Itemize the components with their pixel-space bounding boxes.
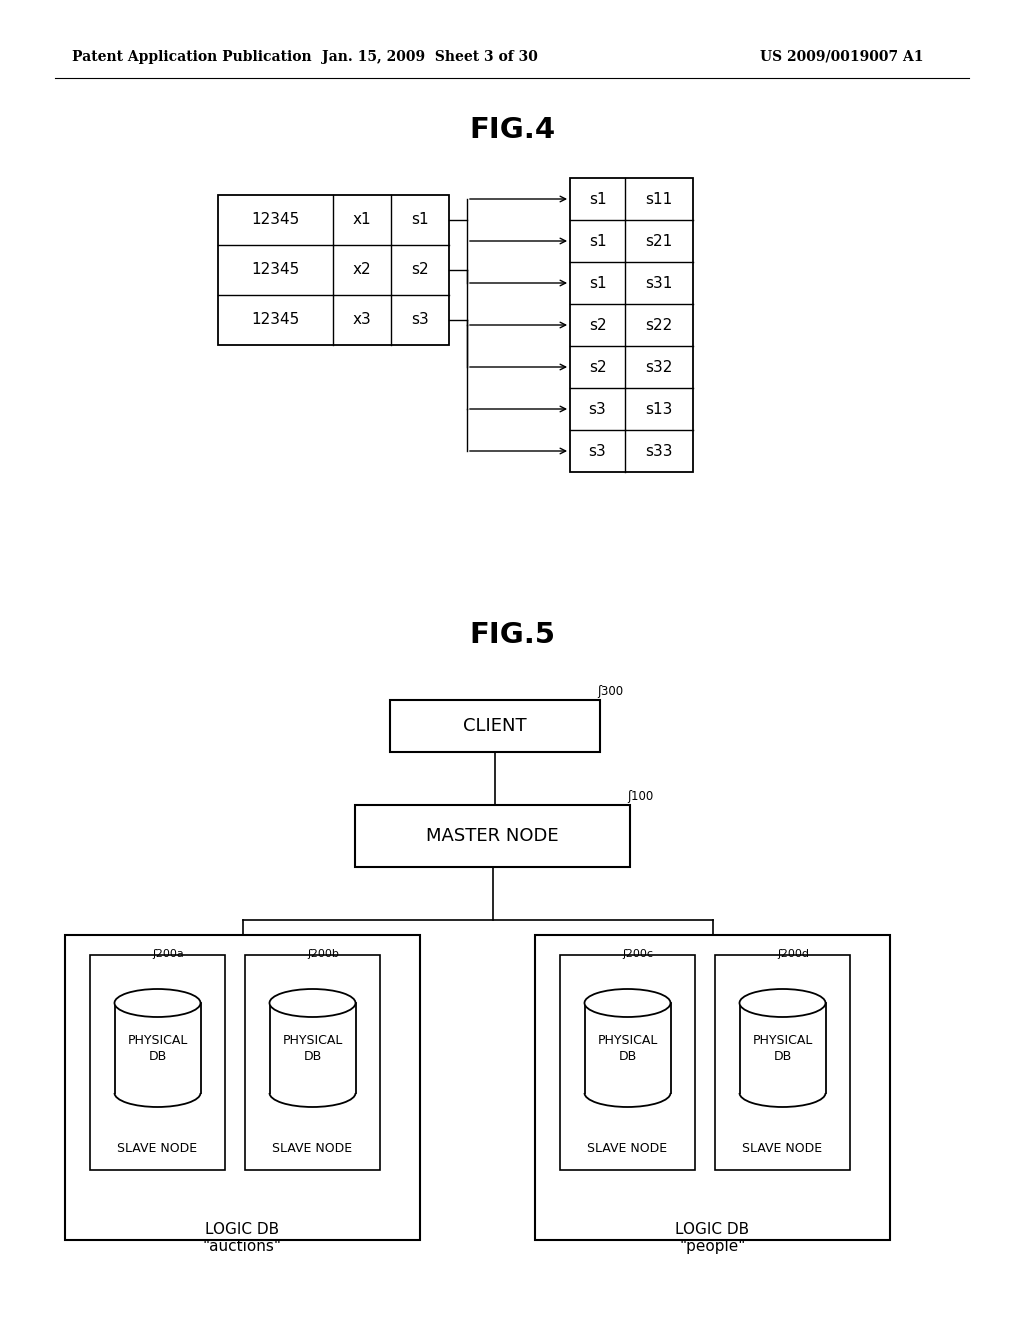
Text: s1: s1 — [589, 276, 606, 290]
Text: FIG.4: FIG.4 — [469, 116, 555, 144]
Text: s31: s31 — [645, 276, 673, 290]
Ellipse shape — [585, 989, 671, 1016]
Text: s22: s22 — [645, 318, 673, 333]
Bar — [65, 935, 420, 1239]
Text: PHYSICAL
DB: PHYSICAL DB — [753, 1034, 813, 1063]
Text: x2: x2 — [352, 263, 372, 277]
Text: LOGIC DB
"people": LOGIC DB "people" — [676, 1222, 750, 1254]
Polygon shape — [585, 1003, 671, 1093]
Text: CLIENT: CLIENT — [463, 717, 526, 735]
Text: ʃ200b: ʃ200b — [307, 949, 339, 960]
Text: SLAVE NODE: SLAVE NODE — [588, 1142, 668, 1155]
Bar — [218, 195, 449, 345]
Text: PHYSICAL
DB: PHYSICAL DB — [127, 1034, 187, 1063]
Text: s2: s2 — [589, 359, 606, 375]
Text: s3: s3 — [411, 313, 429, 327]
Text: s33: s33 — [645, 444, 673, 458]
Ellipse shape — [269, 989, 355, 1016]
Bar — [560, 954, 695, 1170]
Text: US 2009/0019007 A1: US 2009/0019007 A1 — [760, 50, 924, 63]
Text: s13: s13 — [645, 401, 673, 417]
Bar — [535, 935, 890, 1239]
Bar — [715, 954, 850, 1170]
Text: s2: s2 — [589, 318, 606, 333]
Bar — [390, 700, 600, 752]
Text: ʃ300: ʃ300 — [597, 685, 624, 698]
Text: s2: s2 — [412, 263, 429, 277]
Text: 12345: 12345 — [251, 313, 300, 327]
Text: SLAVE NODE: SLAVE NODE — [272, 1142, 352, 1155]
Text: s32: s32 — [645, 359, 673, 375]
Bar — [570, 178, 693, 473]
Text: ʃ200a: ʃ200a — [153, 949, 184, 960]
Text: PHYSICAL
DB: PHYSICAL DB — [283, 1034, 343, 1063]
Text: x3: x3 — [352, 313, 372, 327]
Bar — [355, 805, 630, 867]
Text: SLAVE NODE: SLAVE NODE — [742, 1142, 822, 1155]
Text: 12345: 12345 — [251, 263, 300, 277]
Text: Patent Application Publication: Patent Application Publication — [72, 50, 311, 63]
Text: SLAVE NODE: SLAVE NODE — [118, 1142, 198, 1155]
Polygon shape — [269, 1003, 355, 1093]
Text: s1: s1 — [589, 234, 606, 248]
Ellipse shape — [739, 989, 825, 1016]
Polygon shape — [739, 1003, 825, 1093]
Text: s21: s21 — [645, 234, 673, 248]
Text: LOGIC DB
"auctions": LOGIC DB "auctions" — [203, 1222, 282, 1254]
Text: x1: x1 — [352, 213, 372, 227]
Text: s11: s11 — [645, 191, 673, 206]
Bar — [245, 954, 380, 1170]
Bar — [90, 954, 225, 1170]
Text: FIG.5: FIG.5 — [469, 620, 555, 649]
Text: s1: s1 — [589, 191, 606, 206]
Text: 12345: 12345 — [251, 213, 300, 227]
Text: s3: s3 — [589, 444, 606, 458]
Ellipse shape — [115, 989, 201, 1016]
Text: ʃ200c: ʃ200c — [623, 949, 653, 960]
Text: PHYSICAL
DB: PHYSICAL DB — [597, 1034, 657, 1063]
Text: Jan. 15, 2009  Sheet 3 of 30: Jan. 15, 2009 Sheet 3 of 30 — [323, 50, 538, 63]
Text: MASTER NODE: MASTER NODE — [426, 828, 559, 845]
Text: ʃ100: ʃ100 — [627, 789, 653, 803]
Text: s1: s1 — [412, 213, 429, 227]
Text: s3: s3 — [589, 401, 606, 417]
Text: ʃ200d: ʃ200d — [777, 949, 810, 960]
Polygon shape — [115, 1003, 201, 1093]
